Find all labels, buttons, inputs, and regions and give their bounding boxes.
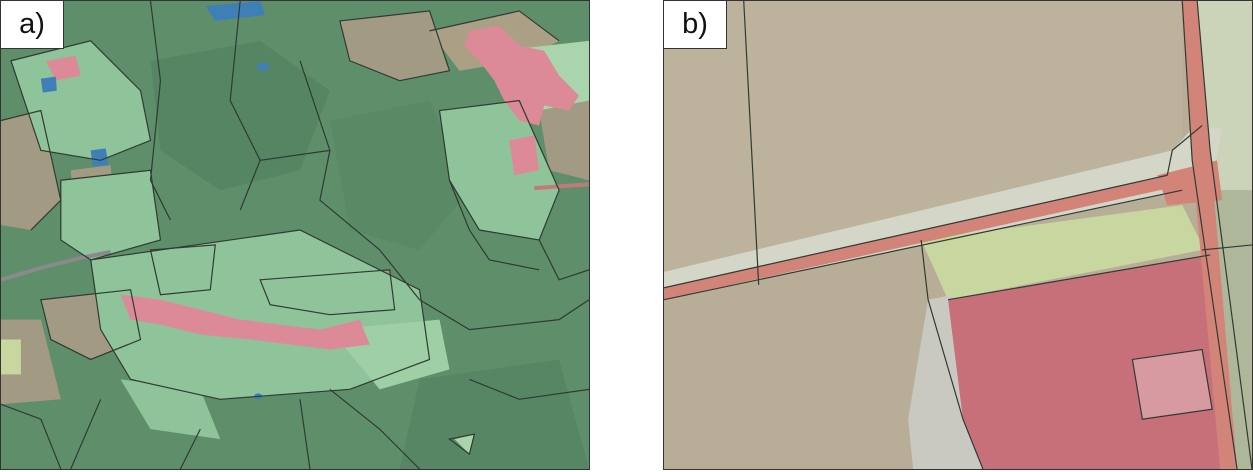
arable-field bbox=[539, 100, 589, 181]
built-up-building bbox=[1132, 349, 1213, 420]
map-panel-a: a) bbox=[0, 0, 590, 470]
built-up-area bbox=[45, 55, 81, 81]
road bbox=[1182, 1, 1238, 469]
water-body bbox=[90, 148, 109, 167]
road bbox=[664, 170, 1203, 300]
road bbox=[534, 182, 589, 191]
field-yellow bbox=[921, 205, 1203, 300]
panel-label-b: b) bbox=[664, 1, 727, 49]
arable-field bbox=[664, 1, 1183, 275]
forest-patch bbox=[399, 359, 589, 469]
land-cover-map-a bbox=[1, 1, 589, 469]
map-panel-b: b) bbox=[663, 0, 1253, 470]
water-body bbox=[40, 76, 57, 93]
panel-label-a: a) bbox=[1, 1, 64, 49]
road-junction bbox=[1157, 160, 1223, 206]
land-cover-map-b bbox=[664, 1, 1252, 469]
built-up-area bbox=[464, 25, 580, 126]
arable-field bbox=[339, 10, 450, 81]
meadow bbox=[454, 434, 475, 455]
parcel-boundaries bbox=[664, 1, 1252, 469]
water-body bbox=[257, 62, 270, 71]
railway bbox=[1, 249, 112, 282]
built-up-area bbox=[509, 135, 540, 176]
meadow bbox=[60, 170, 161, 260]
bare-ground bbox=[908, 294, 983, 469]
forest-patch bbox=[150, 40, 330, 191]
meadow bbox=[439, 100, 560, 240]
meadow bbox=[90, 230, 430, 400]
parcel-boundaries bbox=[1, 1, 589, 469]
forest-patch bbox=[329, 100, 470, 250]
water-body bbox=[205, 1, 266, 21]
field-yellow bbox=[1, 339, 21, 375]
built-up-area bbox=[120, 294, 370, 350]
